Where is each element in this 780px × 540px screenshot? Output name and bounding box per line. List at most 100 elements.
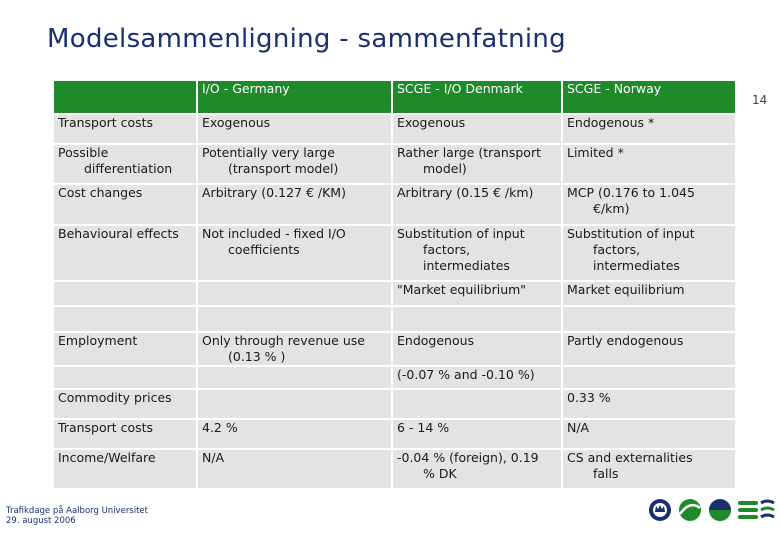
cell-text-line: (0.13 % ) — [228, 349, 286, 364]
cell-text-line: Arbitrary (0.15 € /km) — [397, 185, 534, 200]
header-denmark: SCGE - I/O Denmark — [391, 79, 563, 115]
denmark-cell: "Market equilibrium" — [391, 280, 563, 307]
denmark-cell — [391, 305, 563, 333]
germany-cell: Potentially very large (transport model) — [196, 143, 393, 185]
table-row: Behavioural effects Not included - fixed … — [52, 224, 737, 282]
table-row: Income/Welfare N/A -0.04 % (foreign), 0.19… — [52, 448, 737, 490]
cell-text-line: Commodity prices — [58, 390, 172, 405]
cell-text-line: Substitution of input — [567, 226, 695, 241]
norway-cell: MCP (0.176 to 1.045 €/km) — [561, 183, 737, 226]
header-norway: SCGE - Norway — [561, 79, 737, 115]
row-label-cell: Employment — [52, 331, 198, 367]
cell-text-line: intermediates — [423, 258, 510, 273]
cell-text-line: intermediates — [593, 258, 680, 273]
germany-cell — [196, 305, 393, 333]
row-label-cell: Possible differentiation — [52, 143, 198, 185]
norway-cell: CS and externalities falls — [561, 448, 737, 490]
cell-text-line: differentiation — [84, 161, 173, 176]
cell-text-line: N/A — [567, 420, 590, 435]
crown-seal-icon — [649, 499, 671, 521]
germany-cell: Not included - fixed I/O coefficients — [196, 224, 393, 282]
denmark-cell: Substitution of input factors, intermediat… — [391, 224, 563, 282]
norway-cell: Endogenous * — [561, 113, 737, 145]
germany-cell: 4.2 % — [196, 418, 393, 450]
cell-text-line: factors, — [593, 242, 641, 257]
row-label-cell: Cost changes — [52, 183, 198, 226]
norway-cell — [561, 365, 737, 390]
norway-cell: Partly endogenous — [561, 331, 737, 367]
germany-cell — [196, 388, 393, 420]
cell-text-line: Arbitrary (0.127 € /KM) — [202, 185, 346, 200]
header-cell-empty — [52, 79, 198, 115]
cell-text-line: Substitution of input — [397, 226, 525, 241]
cell-text-line: coefficients — [228, 242, 300, 257]
green-swoosh-icon — [678, 499, 701, 521]
cell-text-line: (transport model) — [228, 161, 339, 176]
cell-text-line: Cost changes — [58, 185, 143, 200]
row-label-cell: Transport costs — [52, 113, 198, 145]
row-label-cell — [52, 305, 198, 333]
cell-text-line: Limited * — [567, 145, 624, 160]
table-row: Cost changes Arbitrary (0.127 € /KM) Arbit… — [52, 183, 737, 226]
cell-text-line: Transport costs — [58, 115, 154, 130]
cell-text-line: Potentially very large — [202, 145, 335, 160]
cell-text-line: Rather large (transport — [397, 145, 541, 160]
cell-text-line: €/km) — [593, 201, 630, 216]
cell-text-line: falls — [593, 466, 619, 481]
footer-line-1: Trafikdage på Aalborg Universitet — [6, 506, 148, 516]
page-title: Modelsammenligning - sammenfatning — [47, 24, 566, 54]
cell-text-line: Exogenous — [397, 115, 466, 130]
table-row: "Market equilibrium" Market equilibrium — [52, 280, 737, 307]
germany-cell — [196, 365, 393, 390]
denmark-cell: -0.04 % (foreign), 0.19% DK — [391, 448, 563, 490]
cell-text-line: Exogenous — [202, 115, 271, 130]
norway-cell: Market equilibrium — [561, 280, 737, 307]
footer: Trafikdage på Aalborg Universitet 29. au… — [6, 506, 148, 526]
cell-text-line: Endogenous * — [567, 115, 655, 130]
logo-strip — [649, 499, 775, 521]
green-stripes-icon — [738, 501, 758, 519]
row-label-cell — [52, 365, 198, 390]
norway-cell: Substitution of input factors, intermediat… — [561, 224, 737, 282]
table-row: (-0.07 % and -0.10 %) — [52, 365, 737, 390]
row-label-cell: Transport costs — [52, 418, 198, 450]
cell-text-line: Behavioural effects — [58, 226, 179, 241]
cell-text-line: 0.33 % — [567, 390, 611, 405]
germany-cell: Only through revenue use (0.13 % ) — [196, 331, 393, 367]
cell-text-line: MCP (0.176 to 1.045 — [567, 185, 695, 200]
row-label-cell: Income/Welfare — [52, 448, 198, 490]
table-header-row: I/O - Germany SCGE - I/O Denmark SCGE - … — [52, 79, 737, 115]
cell-text-line: N/A — [202, 450, 225, 465]
comparison-table: I/O - Germany SCGE - I/O Denmark SCGE - … — [52, 79, 737, 490]
cell-text-line: Endogenous — [397, 333, 475, 348]
wave-stripes-icon — [760, 499, 775, 519]
footer-line-2: 29. august 2006 — [6, 516, 76, 526]
cell-text-line: Income/Welfare — [58, 450, 156, 465]
cell-text-line: 6 - 14 % — [397, 420, 450, 435]
denmark-cell — [391, 388, 563, 420]
germany-cell — [196, 280, 393, 307]
table-row: Commodity prices 0.33 % — [52, 388, 737, 420]
table-row: Possible differentiation Potentially very … — [52, 143, 737, 185]
denmark-cell: Exogenous — [391, 113, 563, 145]
denmark-cell: 6 - 14 % — [391, 418, 563, 450]
cell-text-line: Market equilibrium — [567, 282, 685, 297]
norway-cell: N/A — [561, 418, 737, 450]
cell-text-line: Not included - fixed I/O — [202, 226, 346, 241]
denmark-cell: Endogenous — [391, 331, 563, 367]
cell-text-line: Transport costs — [58, 420, 154, 435]
cell-text-line: factors, — [423, 242, 471, 257]
denmark-cell: Arbitrary (0.15 € /km) — [391, 183, 563, 226]
row-label-cell: Behavioural effects — [52, 224, 198, 282]
germany-cell: N/A — [196, 448, 393, 490]
table-row — [52, 305, 737, 333]
cell-text-line: Only through revenue use — [202, 333, 365, 348]
row-label-cell: Commodity prices — [52, 388, 198, 420]
blue-green-ball-icon — [709, 499, 731, 521]
norway-cell — [561, 305, 737, 333]
cell-text-line: Partly endogenous — [567, 333, 684, 348]
table-row: Transport costs Exogenous Exogenous Endogen… — [52, 113, 737, 145]
denmark-cell: Rather large (transport model) — [391, 143, 563, 185]
cell-text-line: % DK — [423, 466, 457, 481]
cell-text-line: (-0.07 % and -0.10 %) — [397, 367, 535, 382]
